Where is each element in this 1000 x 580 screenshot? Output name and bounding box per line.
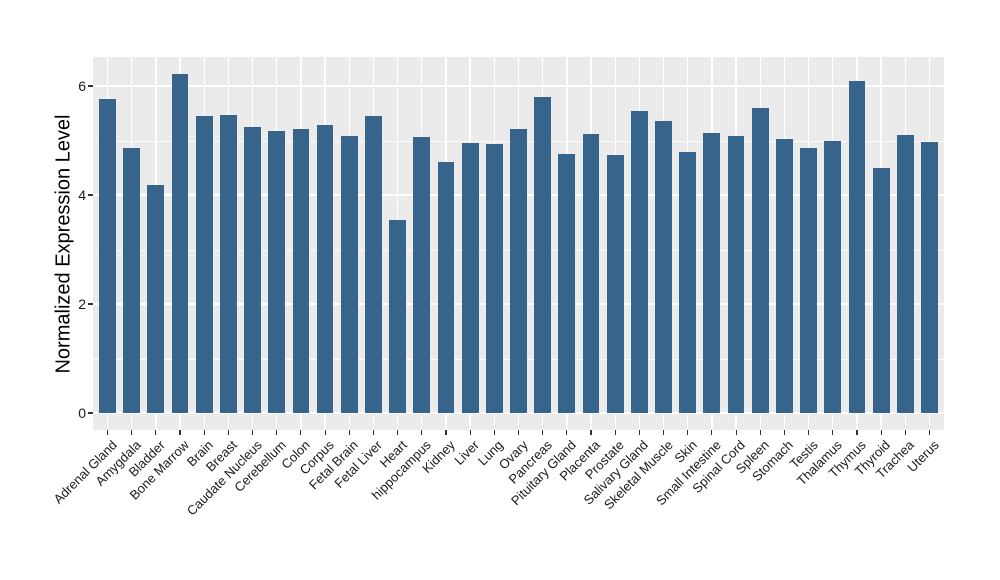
x-tick-mark bbox=[397, 430, 399, 435]
x-tick-mark bbox=[300, 430, 302, 435]
bar bbox=[268, 130, 286, 413]
x-tick-mark bbox=[348, 430, 350, 435]
bar bbox=[727, 136, 745, 413]
bar bbox=[751, 107, 769, 413]
x-tick-mark bbox=[638, 430, 640, 435]
y-tick-label: 0 bbox=[78, 405, 86, 421]
x-tick-mark bbox=[735, 430, 737, 435]
bar bbox=[558, 153, 576, 413]
bar bbox=[171, 74, 189, 413]
x-tick-mark bbox=[155, 430, 157, 435]
x-tick-mark bbox=[832, 430, 834, 435]
bar bbox=[679, 151, 697, 413]
plot-panel bbox=[93, 57, 944, 430]
bar bbox=[365, 116, 382, 413]
x-tick-mark bbox=[614, 430, 616, 435]
x-tick-mark bbox=[179, 430, 181, 435]
y-tick-label: 4 bbox=[78, 187, 86, 203]
bar bbox=[534, 97, 552, 413]
y-tick-mark bbox=[88, 412, 93, 414]
x-tick-mark bbox=[808, 430, 810, 435]
x-tick-mark bbox=[904, 430, 906, 435]
y-tick-label: 6 bbox=[78, 78, 86, 94]
bar bbox=[606, 155, 624, 413]
y-tick-mark bbox=[88, 85, 93, 87]
bar bbox=[655, 121, 672, 413]
bar bbox=[147, 185, 165, 413]
x-tick-mark bbox=[590, 430, 592, 435]
x-tick-mark bbox=[203, 430, 205, 435]
x-tick-mark bbox=[445, 430, 447, 435]
x-tick-mark bbox=[106, 430, 109, 435]
bar bbox=[316, 124, 334, 413]
bar bbox=[896, 135, 914, 413]
y-tick-label: 2 bbox=[78, 296, 86, 312]
x-tick-mark bbox=[517, 430, 520, 435]
x-tick-mark bbox=[856, 430, 858, 435]
bar bbox=[703, 132, 721, 413]
bar bbox=[485, 143, 503, 413]
bar bbox=[195, 116, 213, 413]
bar bbox=[437, 162, 455, 413]
bar bbox=[99, 98, 116, 413]
x-tick-mark bbox=[372, 430, 374, 435]
bar bbox=[413, 137, 431, 413]
bar bbox=[340, 136, 358, 413]
x-tick-mark bbox=[880, 430, 882, 435]
y-tick-mark bbox=[88, 303, 93, 305]
x-tick-mark bbox=[421, 430, 423, 435]
bar bbox=[630, 110, 648, 413]
x-tick-mark bbox=[663, 430, 665, 435]
x-tick-mark bbox=[276, 430, 278, 435]
x-tick-mark bbox=[928, 430, 931, 435]
bar bbox=[123, 147, 141, 413]
bar bbox=[824, 141, 842, 413]
x-tick-mark bbox=[711, 430, 713, 435]
y-tick-mark bbox=[88, 194, 93, 196]
y-axis-title: Normalized Expression Level bbox=[52, 114, 75, 374]
x-tick-mark bbox=[324, 430, 326, 435]
bar bbox=[510, 129, 527, 413]
bar bbox=[244, 126, 261, 413]
bar bbox=[292, 129, 310, 413]
bar bbox=[872, 168, 890, 413]
bar bbox=[921, 142, 938, 413]
x-tick-mark bbox=[687, 430, 689, 435]
x-tick-mark bbox=[783, 430, 785, 435]
bar bbox=[389, 219, 407, 413]
x-tick-mark bbox=[252, 430, 254, 435]
x-tick-mark bbox=[493, 430, 495, 435]
x-tick-mark bbox=[542, 430, 544, 435]
x-tick-mark bbox=[566, 430, 568, 435]
bar bbox=[776, 139, 793, 413]
x-tick-mark bbox=[759, 430, 761, 435]
bar bbox=[219, 114, 237, 413]
x-tick-mark bbox=[227, 430, 229, 435]
x-tick-mark bbox=[469, 430, 471, 435]
x-tick-mark bbox=[131, 430, 133, 435]
bar bbox=[582, 134, 600, 413]
bar bbox=[848, 80, 866, 413]
bar bbox=[800, 147, 818, 413]
bar bbox=[461, 143, 479, 413]
